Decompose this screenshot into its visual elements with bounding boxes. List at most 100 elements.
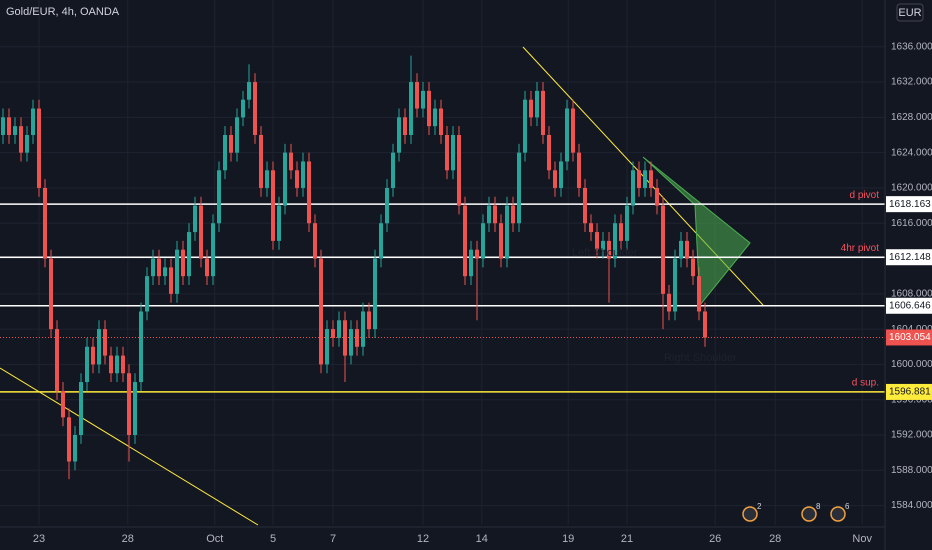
candle-body (55, 329, 59, 391)
x-tick-label: 23 (33, 533, 45, 545)
y-tick-label: 1620.000 (891, 183, 932, 194)
candle-body (439, 108, 443, 135)
candle-body (397, 117, 401, 153)
x-tick-label: 28 (769, 533, 781, 545)
candle-body (415, 82, 419, 109)
candle-body (163, 267, 167, 277)
candle-body (313, 223, 317, 259)
badge-icon (830, 506, 846, 522)
price-label: 1618.163 (889, 199, 931, 210)
candle-body (265, 170, 269, 188)
candle-body (463, 205, 467, 277)
candle-body (391, 152, 395, 188)
candle-body (619, 223, 623, 241)
candle-body (253, 82, 257, 135)
candle-body (37, 108, 41, 188)
candle-body (493, 205, 497, 224)
candle-body (601, 240, 605, 250)
candle-body (61, 390, 65, 418)
candle-body (85, 346, 89, 383)
candle-body (193, 205, 197, 233)
candle-body (271, 170, 275, 241)
candle-body (109, 355, 113, 374)
y-tick-label: 1600.000 (891, 359, 932, 370)
x-tick-label: 26 (709, 533, 721, 545)
candle-body (673, 258, 677, 312)
candle-body (511, 205, 515, 224)
price-label: 1596.881 (889, 387, 931, 398)
candle-body (505, 205, 509, 259)
price-label-box (886, 383, 932, 400)
price-label-box (886, 196, 932, 213)
candle-body (355, 329, 359, 347)
candle-body (703, 311, 707, 338)
candle-body (685, 240, 689, 259)
candle-body (181, 249, 185, 277)
candle-body (49, 258, 53, 330)
candle-body (199, 205, 203, 259)
candle-body (379, 223, 383, 259)
candle-body (169, 267, 173, 294)
candle-body (517, 152, 521, 224)
candle-body (451, 135, 455, 171)
y-tick-label: 1592.000 (891, 430, 932, 441)
candle-body (697, 276, 701, 312)
candle-body (691, 258, 695, 277)
y-tick-label: 1584.000 (891, 500, 932, 511)
candle-body (211, 223, 215, 277)
candle-body (613, 223, 617, 259)
candle-body (373, 258, 377, 330)
candle-body (541, 90, 545, 135)
levels: d pivot 4hr pivot d sup. (0, 190, 885, 393)
candle-body (1, 117, 5, 135)
candle-body (217, 170, 221, 224)
candle-body (205, 258, 209, 277)
candle-body (649, 170, 653, 188)
price-label: 1603.054 (889, 332, 931, 343)
candle-body (121, 355, 125, 374)
candle-body (385, 187, 389, 224)
candle-body (367, 311, 371, 330)
candle-body (421, 90, 425, 109)
candle-body (319, 258, 323, 365)
candle-body (571, 108, 575, 153)
currency-box[interactable] (896, 3, 924, 22)
candle-body (235, 117, 239, 153)
candle-body (643, 170, 647, 188)
candle-body (151, 258, 155, 277)
candle-body (187, 232, 191, 277)
candle-body (133, 382, 137, 435)
x-tick-label: 28 (122, 533, 134, 545)
y-tick-label: 1624.000 (891, 147, 932, 158)
price-label: 1612.148 (889, 252, 931, 263)
candle-body (553, 170, 557, 188)
y-tick-label: 1616.000 (891, 218, 932, 229)
candle-body (19, 126, 23, 153)
candle-body (349, 329, 353, 356)
y-tick-label: 1628.000 (891, 112, 932, 123)
badge-icon (801, 506, 817, 522)
candle-body (535, 90, 539, 118)
candle-body (157, 258, 161, 277)
y-tick-label: 1604.000 (891, 324, 932, 335)
candle-body (427, 90, 431, 127)
candle-body (79, 382, 83, 435)
currency[interactable]: EUR (898, 7, 921, 19)
candle-body (457, 135, 461, 206)
candle-body (277, 205, 281, 241)
chart-title: Gold/EUR, 4h, OANDA (6, 6, 120, 18)
candle-body (43, 187, 47, 259)
price-label-box (886, 297, 932, 314)
y-tick-label: 1632.000 (891, 77, 932, 88)
y-tick-label: 1636.000 (891, 41, 932, 52)
candle-body (409, 82, 413, 135)
candle-body (475, 249, 479, 259)
candle-body (577, 152, 581, 188)
candle-body (547, 135, 551, 171)
badge-count: 2 (757, 502, 762, 511)
candle-body (307, 161, 311, 224)
candle-body (523, 99, 527, 153)
price-label-box (886, 249, 932, 266)
